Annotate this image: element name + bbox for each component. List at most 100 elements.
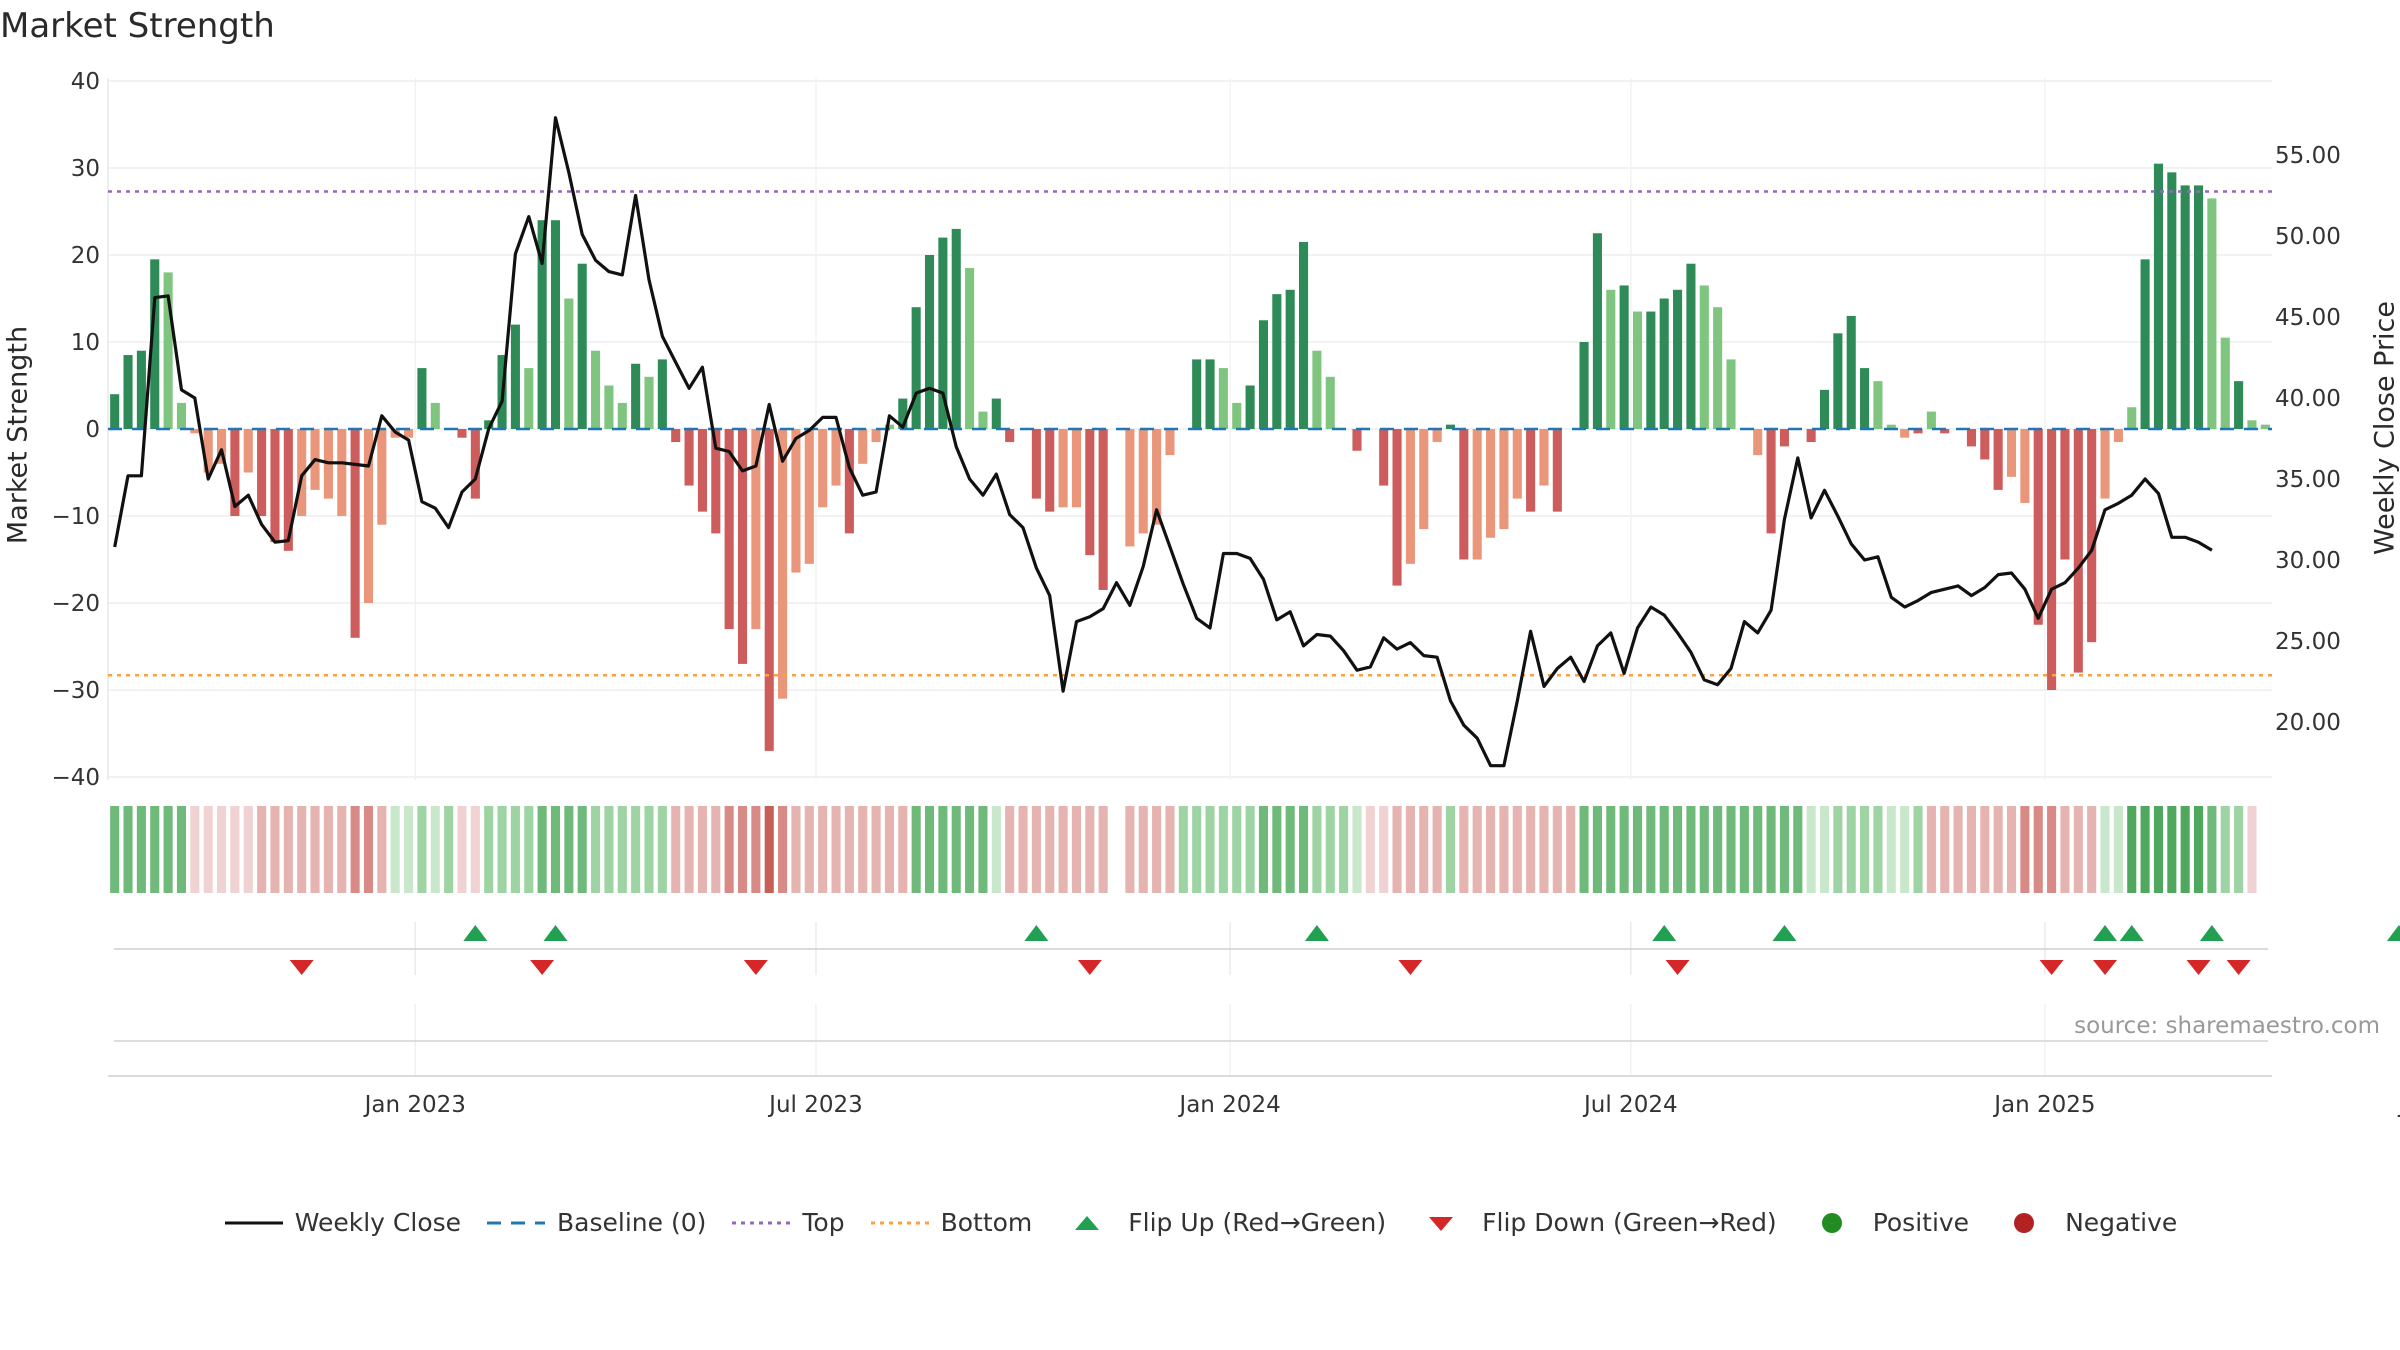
heat-band-cell xyxy=(1138,806,1148,893)
strength-bar xyxy=(1699,285,1709,429)
heat-band-cell xyxy=(791,806,801,893)
strength-bar xyxy=(1512,429,1522,499)
legend-symbol-top-icon xyxy=(730,1213,792,1233)
strength-bar xyxy=(1592,233,1602,429)
heat-band-cell xyxy=(911,806,921,893)
heat-band-cell xyxy=(951,806,961,893)
strength-bar xyxy=(764,429,774,751)
strength-bar xyxy=(457,429,467,438)
heat-band-cell xyxy=(203,806,213,893)
flip-down-marker xyxy=(2186,960,2211,975)
y-tick-label: 40 xyxy=(71,69,100,95)
heat-band-cell xyxy=(671,806,681,893)
heat-band-cell xyxy=(1632,806,1643,893)
flip-up-marker xyxy=(2119,925,2144,941)
heat-band-cell xyxy=(1806,806,1816,893)
heat-band-cell xyxy=(1499,806,1509,893)
legend-label: Top xyxy=(802,1208,845,1237)
strength-bar xyxy=(951,228,961,429)
heat-band-cell xyxy=(1312,806,1322,893)
legend-symbol-negative-icon xyxy=(1993,1212,2055,1233)
flip-down-marker xyxy=(289,960,314,975)
strength-bar xyxy=(577,263,587,429)
heat-band-cell xyxy=(2033,806,2043,893)
strength-bar xyxy=(724,429,734,630)
strength-bar xyxy=(804,429,814,564)
flip-up-marker xyxy=(1024,925,1049,941)
heat-band-cell xyxy=(1299,806,1309,893)
strength-bar xyxy=(1673,289,1683,429)
legend-item-line: Weekly Close xyxy=(223,1208,461,1237)
heat-band-cell xyxy=(190,806,200,893)
x-tick-label: Jan 2024 xyxy=(1177,1092,1280,1118)
strength-bar xyxy=(1071,429,1081,508)
legend-item-top: Top xyxy=(730,1208,845,1237)
flip-down-marker xyxy=(2226,960,2251,975)
y2-tick-label: 35.00 xyxy=(2275,467,2341,493)
strength-bar xyxy=(1713,307,1723,429)
strength-bar xyxy=(751,429,761,630)
strength-bar xyxy=(537,220,547,429)
strength-bar xyxy=(417,368,427,429)
heat-band-cell xyxy=(1900,806,1910,893)
strength-bar xyxy=(190,429,200,434)
heat-band-cell xyxy=(1766,806,1776,893)
weekly-close-line xyxy=(113,116,2213,768)
strength-bar xyxy=(1379,429,1389,486)
strength-bar xyxy=(1579,342,1589,429)
flip-down-marker xyxy=(1665,960,1690,975)
heat-band-cell xyxy=(1819,806,1830,893)
heat-band-cell xyxy=(1833,806,1843,893)
strength-bar xyxy=(110,394,120,429)
heat-band-cell xyxy=(484,806,494,893)
strength-bar xyxy=(510,324,520,429)
strength-bar xyxy=(1165,429,1175,456)
heat-band-cell xyxy=(457,806,467,893)
strength-bar xyxy=(243,429,253,473)
heat-band-cell xyxy=(2193,806,2204,893)
heat-band-cell xyxy=(1619,806,1629,893)
strength-bar xyxy=(2153,163,2163,429)
heat-band-cell xyxy=(1673,806,1683,893)
strength-bar xyxy=(283,429,293,551)
strength-bar xyxy=(1272,294,1282,429)
strength-bar xyxy=(684,429,694,486)
heat-band-cell xyxy=(924,806,935,893)
heat-band-cell xyxy=(310,806,320,893)
flip-down-marker xyxy=(743,960,768,975)
strength-bar xyxy=(978,411,988,429)
heat-band-cell xyxy=(1445,806,1456,893)
strength-bar xyxy=(350,429,360,638)
y-tick-label: −40 xyxy=(51,765,100,791)
heat-band-cell xyxy=(417,806,427,893)
strength-bar xyxy=(1459,429,1469,560)
strength-bar xyxy=(924,255,935,429)
heat-band-cell xyxy=(1699,806,1709,893)
heat-band-cell xyxy=(230,806,240,893)
heat-band-cell xyxy=(337,806,347,893)
heat-band-cell xyxy=(1125,806,1135,893)
legend-item-positive: Positive xyxy=(1801,1208,1969,1237)
legend-label: Baseline (0) xyxy=(557,1208,707,1237)
source-credit: source: sharemaestro.com xyxy=(2074,1013,2380,1039)
strength-bar xyxy=(1005,429,1015,443)
strength-bar xyxy=(1299,241,1309,429)
strength-bar xyxy=(1686,263,1696,429)
legend-label: Weekly Close xyxy=(294,1208,462,1237)
strength-bar xyxy=(2006,429,2017,477)
strength-bar xyxy=(617,402,627,429)
heat-band-cell xyxy=(1739,806,1749,893)
flip-up-marker xyxy=(1304,925,1329,941)
legend-label: Positive xyxy=(1872,1208,1970,1237)
heat-band-cell xyxy=(1178,806,1188,893)
strength-bar xyxy=(1205,359,1215,429)
strength-bar xyxy=(711,429,721,534)
y2-tick-label: 30.00 xyxy=(2275,548,2341,574)
strength-bar xyxy=(2220,337,2230,429)
strength-bar xyxy=(591,350,601,429)
heat-band-cell xyxy=(1045,806,1055,893)
strength-bar xyxy=(1552,429,1562,512)
strength-bar xyxy=(2087,429,2097,643)
heat-band-cell xyxy=(898,806,908,893)
flip-up-marker xyxy=(543,925,568,941)
